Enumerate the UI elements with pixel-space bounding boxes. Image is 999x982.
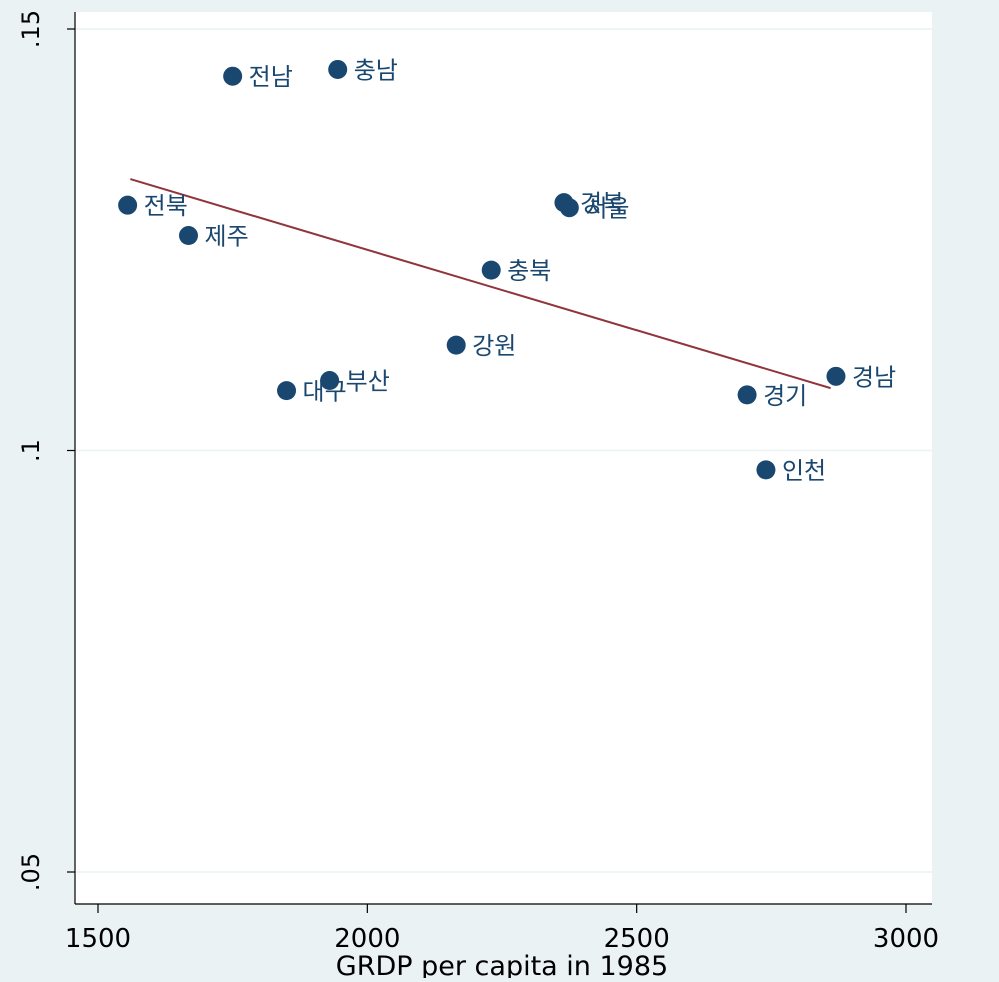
point-label: 서울 [585,195,629,223]
data-point [826,366,846,386]
data-point [328,59,348,79]
data-point [118,195,138,215]
data-point [320,371,340,391]
fit-line [130,178,831,390]
y-tick-label: .15 [17,10,45,48]
data-point [737,385,757,405]
x-axis-title: GRDP per capita in 1985 [336,951,668,978]
point-label: 충남 [354,56,398,84]
x-tick-label: 3000 [873,924,939,954]
data-point [223,66,243,86]
data-point [756,460,776,480]
data-point [481,260,501,280]
point-label: 부산 [346,368,390,396]
plot-area [75,12,932,904]
point-label: 충북 [507,257,551,285]
point-label: 전북 [144,192,188,220]
data-point [446,335,466,355]
point-label: 경북 [580,190,624,218]
x-tick-label: 2000 [334,924,400,954]
point-label: 강원 [472,332,516,360]
point-label: 전남 [249,63,293,91]
y-tick-label: .1 [17,439,45,462]
point-label: 제주 [204,223,248,251]
data-point [277,381,297,401]
x-tick-label: 2500 [604,924,670,954]
point-label: 경남 [852,363,896,391]
x-tick-label: 1500 [65,924,131,954]
data-point [559,198,579,218]
point-label: 경기 [763,382,807,410]
point-label: 대구 [303,378,347,406]
fit-line-layer [130,178,831,390]
data-point [178,226,198,246]
points-layer [118,59,846,480]
grid-lines [75,28,932,873]
y-tick-label: .05 [17,853,45,891]
point-label: 인천 [782,457,826,485]
axes: .05 .1 .15 1500 2000 2500 3000 [17,10,939,954]
